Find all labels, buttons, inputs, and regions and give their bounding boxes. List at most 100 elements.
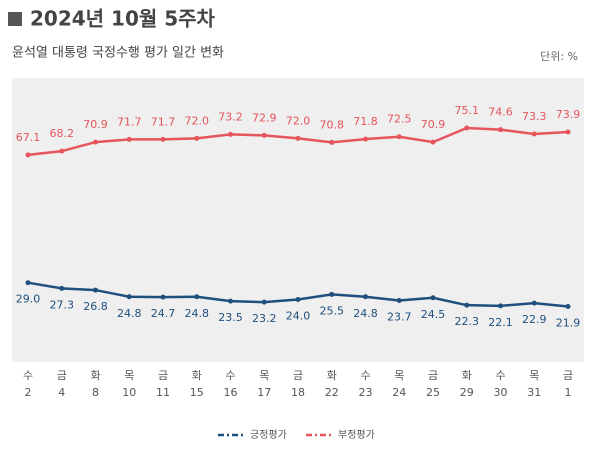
value-label: 22.9 bbox=[522, 313, 547, 326]
value-label: 23.5 bbox=[218, 311, 243, 324]
value-label: 67.1 bbox=[16, 131, 41, 144]
x-tick-date: 24 bbox=[392, 386, 406, 399]
x-tick-weekday: 목 bbox=[124, 369, 134, 382]
value-label: 74.6 bbox=[488, 106, 513, 119]
point bbox=[565, 304, 571, 310]
point bbox=[160, 294, 166, 300]
point bbox=[565, 129, 571, 135]
x-tick-date: 16 bbox=[224, 386, 238, 399]
x-tick-date: 15 bbox=[190, 386, 204, 399]
value-label: 26.8 bbox=[83, 300, 108, 313]
x-tick-weekday: 목 bbox=[394, 369, 404, 382]
value-label: 72.9 bbox=[252, 111, 277, 124]
value-label: 24.7 bbox=[151, 307, 176, 320]
x-tick-date: 2 bbox=[25, 386, 32, 399]
point bbox=[531, 300, 537, 306]
point bbox=[295, 296, 301, 302]
point bbox=[228, 298, 233, 304]
point bbox=[396, 134, 402, 140]
value-label: 70.9 bbox=[83, 118, 108, 131]
point bbox=[430, 295, 436, 301]
value-label: 71.8 bbox=[353, 115, 378, 128]
value-label: 72.0 bbox=[185, 114, 210, 127]
x-tick-weekday: 화 bbox=[327, 369, 337, 382]
point bbox=[93, 139, 98, 145]
x-tick-weekday: 수 bbox=[225, 369, 235, 382]
point bbox=[464, 302, 470, 308]
value-label: 24.5 bbox=[421, 308, 446, 321]
legend-label: 긍정평가 bbox=[250, 429, 287, 441]
value-label: 68.2 bbox=[50, 127, 75, 140]
x-tick-weekday: 금 bbox=[158, 369, 168, 382]
x-tick-date: 11 bbox=[156, 386, 170, 399]
point bbox=[160, 136, 166, 142]
x-tick-date: 18 bbox=[291, 386, 305, 399]
x-tick-weekday: 목 bbox=[259, 369, 269, 382]
point bbox=[363, 294, 368, 300]
point bbox=[194, 294, 200, 300]
x-tick-weekday: 화 bbox=[90, 369, 100, 382]
value-label: 24.8 bbox=[117, 307, 142, 320]
point bbox=[498, 303, 503, 309]
value-label: 22.1 bbox=[488, 316, 513, 329]
x-tick-weekday: 금 bbox=[563, 369, 573, 382]
point bbox=[261, 132, 267, 138]
value-label: 73.9 bbox=[556, 108, 581, 121]
point bbox=[59, 285, 65, 291]
unit-note: 단위: % bbox=[540, 50, 578, 63]
point bbox=[531, 131, 537, 137]
value-label: 72.0 bbox=[286, 114, 311, 127]
x-tick-weekday: 화 bbox=[192, 369, 202, 382]
x-tick-weekday: 화 bbox=[462, 369, 472, 382]
x-tick-date: 23 bbox=[359, 386, 373, 399]
value-label: 23.2 bbox=[252, 312, 277, 325]
title-icon bbox=[8, 12, 22, 26]
point bbox=[498, 127, 503, 133]
value-label: 75.1 bbox=[455, 104, 480, 117]
x-tick-date: 1 bbox=[565, 386, 572, 399]
x-tick-date: 31 bbox=[527, 386, 541, 399]
value-label: 24.8 bbox=[185, 307, 210, 320]
value-label: 72.5 bbox=[387, 113, 412, 126]
point bbox=[261, 299, 267, 305]
x-tick-weekday: 수 bbox=[23, 369, 33, 382]
point bbox=[295, 135, 301, 141]
value-label: 27.3 bbox=[50, 298, 75, 311]
plot-background bbox=[12, 78, 584, 362]
value-label: 21.9 bbox=[556, 317, 581, 330]
point bbox=[329, 291, 335, 297]
value-label: 25.5 bbox=[320, 304, 345, 317]
x-tick-weekday: 수 bbox=[495, 369, 505, 382]
x-tick-date: 25 bbox=[426, 386, 440, 399]
x-tick-weekday: 금 bbox=[57, 369, 67, 382]
x-tick-date: 8 bbox=[92, 386, 99, 399]
point bbox=[126, 294, 132, 300]
value-label: 71.7 bbox=[117, 115, 142, 128]
value-label: 24.8 bbox=[353, 307, 378, 320]
x-tick-weekday: 금 bbox=[293, 369, 303, 382]
value-label: 29.0 bbox=[16, 293, 41, 306]
point bbox=[59, 148, 65, 154]
x-tick-date: 17 bbox=[257, 386, 271, 399]
point bbox=[194, 135, 200, 141]
x-tick-date: 29 bbox=[460, 386, 474, 399]
x-tick-date: 22 bbox=[325, 386, 339, 399]
value-label: 71.7 bbox=[151, 115, 176, 128]
value-label: 70.9 bbox=[421, 118, 446, 131]
point bbox=[93, 287, 98, 293]
x-tick-weekday: 금 bbox=[428, 369, 438, 382]
point bbox=[363, 136, 368, 142]
chart-subtitle: 윤석열 대통령 국정수행 평가 일간 변화 bbox=[12, 45, 224, 61]
chart-title: 2024년 10월 5주차 bbox=[30, 7, 216, 31]
point bbox=[228, 131, 233, 137]
point bbox=[126, 136, 132, 142]
point bbox=[430, 139, 436, 145]
legend-label: 부정평가 bbox=[338, 429, 375, 441]
value-label: 24.0 bbox=[286, 309, 311, 322]
value-label: 73.2 bbox=[218, 110, 243, 123]
value-label: 73.3 bbox=[522, 110, 547, 123]
x-tick-weekday: 목 bbox=[529, 369, 539, 382]
point bbox=[396, 297, 402, 303]
value-label: 70.8 bbox=[320, 118, 345, 131]
